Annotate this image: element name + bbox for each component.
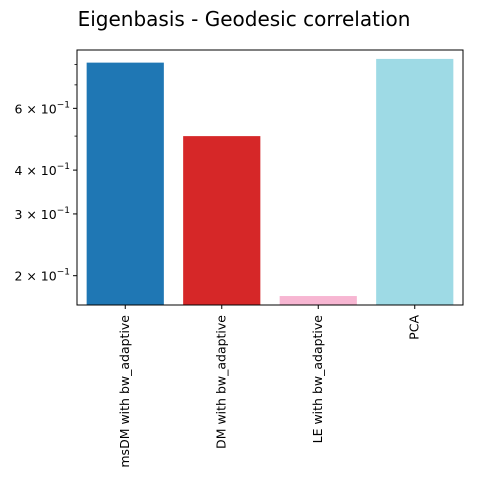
x-tick-label: LE with bw_adaptive bbox=[310, 315, 325, 444]
y-tick-label: 2 × 10−1 bbox=[14, 268, 70, 284]
x-tick-label: msDM with bw_adaptive bbox=[117, 315, 132, 468]
y-axis: 2 × 10−1 3 × 10−1 4 × 10−1 6 × 10−1 bbox=[14, 64, 77, 284]
bars-group bbox=[86, 58, 454, 305]
x-axis: msDM with bw_adaptive DM with bw_adaptive… bbox=[117, 305, 421, 468]
y-tick-label: 4 × 10−1 bbox=[14, 162, 70, 178]
x-tick-label: PCA bbox=[406, 315, 421, 340]
bar bbox=[86, 62, 164, 305]
y-tick-label: 6 × 10−1 bbox=[14, 100, 70, 116]
y-tick-label: 3 × 10−1 bbox=[14, 206, 70, 222]
bar bbox=[279, 296, 357, 305]
bar bbox=[376, 58, 454, 305]
plot-frame bbox=[76, 49, 464, 306]
bar bbox=[183, 136, 261, 305]
chart-title: Eigenbasis - Geodesic correlation bbox=[78, 7, 411, 31]
x-tick-label: DM with bw_adaptive bbox=[213, 315, 228, 449]
